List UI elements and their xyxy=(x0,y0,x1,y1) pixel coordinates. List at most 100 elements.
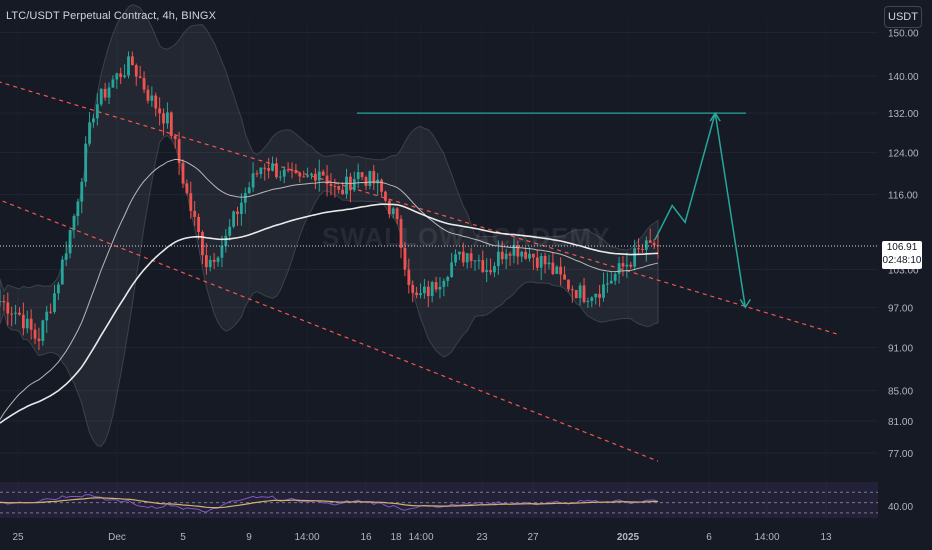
rsi-ma-line xyxy=(0,497,659,509)
candle-body xyxy=(193,210,197,217)
candle-body xyxy=(360,172,364,178)
candle-body xyxy=(212,259,216,262)
candle-body xyxy=(415,292,419,296)
candle-body xyxy=(310,173,313,176)
candle-body xyxy=(380,179,383,192)
descending-channel xyxy=(0,81,837,462)
candle-body xyxy=(37,338,41,341)
candle-body xyxy=(598,293,601,298)
x-tick-label: 5 xyxy=(180,532,186,543)
candle-body xyxy=(123,75,126,78)
candle-body xyxy=(403,247,407,270)
chart-title: LTC/USDT Perpetual Contract, 4h, BINGX xyxy=(6,10,217,22)
last-price-tag: 106.91 02:48:10 xyxy=(882,241,922,269)
candle-body xyxy=(450,262,454,278)
candle-body xyxy=(605,283,609,285)
candle-body xyxy=(422,286,426,294)
candle-body xyxy=(461,251,465,263)
candle-body xyxy=(547,262,551,265)
candle-body xyxy=(267,168,271,171)
candle-body xyxy=(641,248,644,250)
candle-body xyxy=(294,170,298,173)
target-annotation xyxy=(0,111,878,309)
candle-body xyxy=(504,253,508,260)
candle-body xyxy=(197,216,200,232)
candle-body xyxy=(53,293,56,312)
candle-body xyxy=(567,279,570,290)
candle-body xyxy=(602,284,605,298)
candle-body xyxy=(68,230,72,254)
candle-body xyxy=(426,286,430,297)
candle-body xyxy=(391,208,395,215)
y-tick-label: 91.00 xyxy=(888,344,913,355)
candle-body xyxy=(45,311,49,321)
candle-body xyxy=(430,282,434,297)
candle-body xyxy=(481,260,485,272)
candle-body xyxy=(290,169,294,171)
candle-body xyxy=(434,282,438,290)
candle-body xyxy=(138,76,142,79)
candle-body xyxy=(454,254,457,263)
x-tick-label: 23 xyxy=(476,532,488,543)
y-tick-label: 97.00 xyxy=(888,303,913,314)
candle-body xyxy=(41,320,45,341)
candle-body xyxy=(648,240,652,243)
candle-body xyxy=(185,183,189,194)
candle-body xyxy=(516,245,520,257)
candle-body xyxy=(127,56,130,76)
candle-body xyxy=(473,260,477,262)
projection-path xyxy=(654,112,747,308)
candle-body xyxy=(555,266,559,274)
candle-body xyxy=(345,176,348,195)
candle-body xyxy=(489,270,492,273)
candle-body xyxy=(0,301,2,303)
candle-body xyxy=(99,88,103,105)
candle-body xyxy=(181,162,185,184)
candle-body xyxy=(633,248,637,267)
candle-body xyxy=(154,95,158,109)
candle-body xyxy=(88,122,91,144)
candle-body xyxy=(18,312,21,315)
candle-body xyxy=(177,139,181,163)
channel-line xyxy=(0,81,837,335)
x-tick-label: 13 xyxy=(820,532,832,543)
candle-body xyxy=(189,193,193,211)
candle-body xyxy=(220,245,224,258)
candle-body xyxy=(142,78,146,90)
candle-body xyxy=(613,273,617,281)
last-price-value: 106.91 xyxy=(886,242,918,253)
candle-body xyxy=(282,169,286,177)
candle-body xyxy=(10,313,14,315)
candle-body xyxy=(524,251,528,259)
candle-body xyxy=(119,73,123,78)
candle-body xyxy=(559,266,563,275)
candle-body xyxy=(150,95,154,101)
y-tick-label: 85.00 xyxy=(888,387,913,398)
candle-body xyxy=(496,251,500,267)
candle-body xyxy=(80,181,84,202)
candle-body xyxy=(368,171,372,186)
candle-body xyxy=(251,173,255,188)
ema-line xyxy=(0,203,659,424)
candle-body xyxy=(329,183,333,186)
time-axis: 25 Dec 5 9 14:00 16 18 14:00 23 27 2025 6 14:00 13 xyxy=(12,532,832,543)
candle-body xyxy=(107,87,111,98)
candle-body xyxy=(321,171,325,176)
candle-body xyxy=(25,318,29,329)
candle-body xyxy=(411,284,415,293)
candle-body xyxy=(239,202,243,215)
candle-body xyxy=(477,260,481,262)
rsi-line xyxy=(0,494,659,513)
candle-body xyxy=(169,112,173,136)
candle-body xyxy=(259,167,263,175)
candle-body xyxy=(130,56,134,66)
candle-body xyxy=(6,302,10,314)
candle-body xyxy=(586,300,590,303)
y-tick-label: 116.00 xyxy=(888,191,918,202)
moving-averages xyxy=(0,158,659,424)
candle-body xyxy=(146,89,150,101)
candle-body xyxy=(224,235,228,246)
candle-body xyxy=(629,264,633,267)
currency-button[interactable]: USDT xyxy=(884,6,922,28)
